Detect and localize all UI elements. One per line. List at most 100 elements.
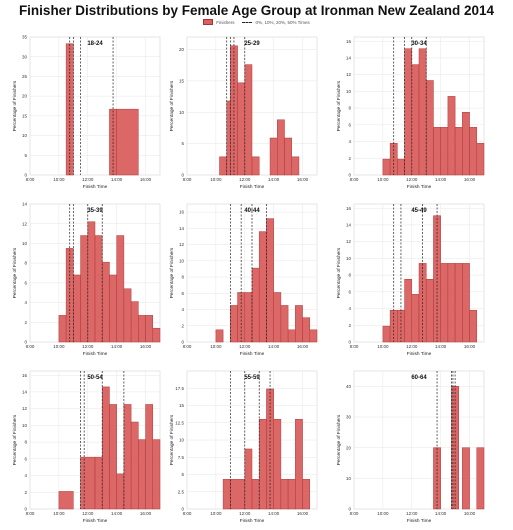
y-tick-label: 12 xyxy=(22,221,28,226)
y-tick-label: 12 xyxy=(22,406,28,411)
histogram-bar xyxy=(469,127,478,176)
x-axis-label: Finish Time xyxy=(407,518,432,524)
x-tick-label: 16:00 xyxy=(140,511,152,516)
y-tick-label: 5 xyxy=(24,153,27,158)
y-tick-label: 2 xyxy=(24,320,27,325)
y-tick-label: 14 xyxy=(346,223,352,228)
y-tick-label: 10 xyxy=(179,258,185,263)
y-tick-label: 14 xyxy=(22,202,28,207)
x-axis-label: Finish Time xyxy=(240,351,265,357)
x-tick-label: 8:00 xyxy=(350,177,359,182)
y-tick-label: 8 xyxy=(181,275,184,280)
y-axis-label: Percentage of Finishers xyxy=(169,80,175,131)
x-tick-label: 12:00 xyxy=(82,177,94,182)
legend: Finishers 0%, 10%, 20%, 50% Times xyxy=(0,19,513,25)
histogram-bar xyxy=(425,80,434,176)
y-tick-label: 8 xyxy=(348,273,351,278)
y-axis-label: Percentage of Finishers xyxy=(169,414,175,465)
x-tick-label: 16:00 xyxy=(297,511,309,516)
y-tick-label: 20 xyxy=(179,47,185,52)
y-tick-label: 12.5 xyxy=(175,420,184,425)
x-axis-label: Finish Time xyxy=(83,518,108,524)
histogram-bar xyxy=(462,447,470,510)
y-tick-label: 5 xyxy=(181,141,184,146)
histogram-bar xyxy=(287,329,296,343)
legend-swatch-dashed-line xyxy=(242,21,253,23)
histogram-bar xyxy=(73,274,81,343)
y-tick-label: 14 xyxy=(179,226,185,231)
histogram-bar xyxy=(295,419,303,510)
y-tick-label: 8 xyxy=(348,106,351,111)
x-tick-label: 16:00 xyxy=(140,177,152,182)
x-tick-label: 8:00 xyxy=(350,344,359,349)
histogram-bar xyxy=(58,315,67,343)
histogram-bar xyxy=(87,221,96,343)
y-tick-label: 30 xyxy=(346,415,352,420)
histogram-bar xyxy=(433,127,441,176)
y-tick-label: 2 xyxy=(348,156,351,161)
x-tick-label: 14:00 xyxy=(268,511,280,516)
x-tick-label: 10:00 xyxy=(377,177,389,182)
histogram-bar xyxy=(302,317,311,343)
y-tick-label: 10 xyxy=(346,256,352,261)
legend-label-times: 0%, 10%, 20%, 50% Times xyxy=(255,19,310,25)
histogram-bar xyxy=(382,325,391,343)
x-tick-label: 14:00 xyxy=(435,177,447,182)
histogram-bar xyxy=(123,404,132,510)
y-tick-label: 4 xyxy=(348,306,351,311)
histogram-bar xyxy=(237,82,246,176)
histogram-bar xyxy=(476,142,485,176)
y-tick-label: 10 xyxy=(22,241,28,246)
x-tick-label: 16:00 xyxy=(297,344,309,349)
y-axis-label: Percentage of Finishers xyxy=(12,414,18,465)
histogram-bar xyxy=(80,235,89,343)
histogram-bar xyxy=(215,329,224,343)
y-tick-label: 0 xyxy=(181,173,184,178)
y-tick-label: 8 xyxy=(24,440,27,445)
histogram-bar xyxy=(469,309,478,343)
x-tick-label: 16:00 xyxy=(464,177,476,182)
histogram-bar xyxy=(244,64,253,176)
histogram-bar xyxy=(94,235,103,343)
legend-item-finishers: Finishers xyxy=(203,19,234,25)
y-tick-label: 10 xyxy=(346,89,352,94)
histogram-bar xyxy=(230,305,238,343)
y-tick-label: 15 xyxy=(179,79,185,84)
y-tick-label: 4 xyxy=(348,139,351,144)
histogram-bar xyxy=(404,48,413,176)
histogram-bar xyxy=(287,479,296,510)
histogram-bar xyxy=(230,479,246,510)
histogram-bar xyxy=(152,327,161,343)
y-tick-label: 10 xyxy=(22,423,28,428)
x-tick-label: 14:00 xyxy=(111,177,123,182)
y-tick-label: 10 xyxy=(22,133,28,138)
y-tick-label: 15 xyxy=(22,113,28,118)
y-tick-label: 14 xyxy=(346,56,352,61)
histogram-bar xyxy=(440,263,449,343)
y-tick-label: 0 xyxy=(181,340,184,345)
y-tick-label: 30 xyxy=(22,54,28,59)
y-axis-label: Percentage of Finishers xyxy=(12,247,18,298)
x-axis-label: Finish Time xyxy=(83,351,108,357)
y-tick-label: 25 xyxy=(22,74,28,79)
histogram-bar xyxy=(476,447,485,510)
histogram-bar xyxy=(109,404,117,510)
histogram-bar xyxy=(222,479,231,510)
x-tick-label: 12:00 xyxy=(239,344,251,349)
histogram-bar xyxy=(116,473,125,510)
histogram-bar xyxy=(447,263,456,343)
x-tick-label: 12:00 xyxy=(406,177,418,182)
histogram-bar xyxy=(462,112,470,176)
histogram-bar xyxy=(418,48,427,176)
histogram-bar xyxy=(280,305,289,343)
x-tick-label: 14:00 xyxy=(268,344,280,349)
x-tick-label: 16:00 xyxy=(464,511,476,516)
histogram-bar xyxy=(397,158,405,176)
histogram-bar xyxy=(454,127,463,176)
histogram-bar xyxy=(404,279,413,343)
y-tick-label: 15 xyxy=(179,403,185,408)
histogram-bar xyxy=(295,305,303,343)
panel-title: 45-49 xyxy=(411,208,427,214)
y-tick-label: 6 xyxy=(24,280,27,285)
histogram-bar xyxy=(94,456,103,510)
